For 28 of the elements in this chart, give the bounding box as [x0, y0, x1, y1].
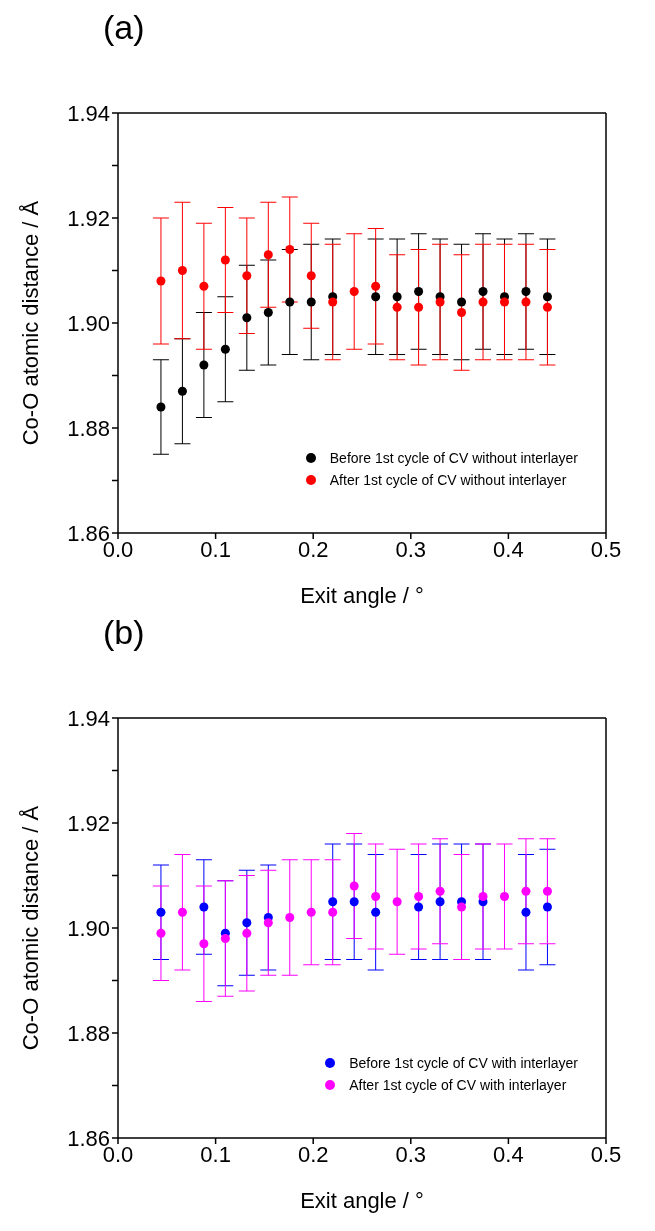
y-tick-label: 1.88 — [67, 415, 110, 441]
y-axis-title: Co-O atomic distance / Å — [17, 200, 43, 446]
y-tick-label: 1.90 — [67, 310, 110, 336]
x-axis-title: Exit angle / ° — [300, 1188, 424, 1213]
x-tick-label: 0.3 — [395, 1141, 427, 1167]
y-axis-title: Co-O atomic distance / Å — [17, 805, 43, 1051]
x-tick-label: 0.4 — [493, 536, 524, 562]
y-tick-label: 1.94 — [67, 100, 110, 126]
chart-title: (a) — [102, 8, 146, 48]
chart-title: (b) — [102, 613, 146, 653]
y-tick-label: 1.88 — [67, 1020, 110, 1046]
x-tick-label: 0.4 — [493, 1141, 524, 1167]
x-tick-label: 0.1 — [200, 536, 231, 562]
x-tick-label: 0.5 — [590, 536, 622, 562]
x-tick-label: 0.1 — [200, 1141, 231, 1167]
legend-label: After 1st cycle of CV without interlayer — [329, 472, 567, 488]
y-tick-label: 1.94 — [67, 705, 110, 731]
x-tick-label: 0.5 — [590, 1141, 622, 1167]
x-tick-label: 0.3 — [395, 536, 427, 562]
y-tick-label: 1.92 — [67, 205, 110, 231]
x-axis-title: Exit angle / ° — [300, 583, 424, 608]
x-tick-label: 0.2 — [297, 1141, 329, 1167]
x-tick-label: 0.2 — [297, 536, 329, 562]
y-tick-label: 1.90 — [67, 915, 110, 941]
y-tick-label: 1.92 — [67, 810, 110, 836]
legend-label: Before 1st cycle of CV with interlayer — [349, 1055, 578, 1071]
legend-label: After 1st cycle of CV with interlayer — [349, 1077, 567, 1093]
legend-label: Before 1st cycle of CV without interlayer — [329, 450, 578, 466]
